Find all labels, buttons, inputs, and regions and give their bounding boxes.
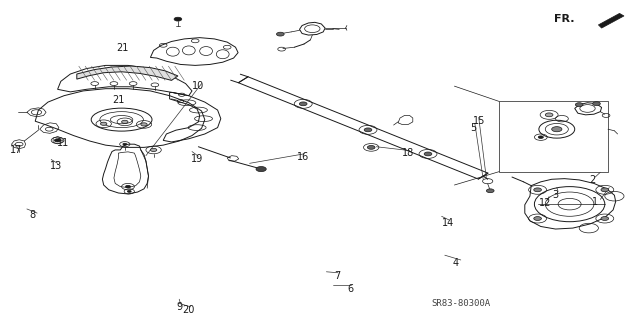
Polygon shape xyxy=(77,66,178,80)
Circle shape xyxy=(100,122,107,125)
Circle shape xyxy=(601,217,609,220)
Circle shape xyxy=(538,136,543,138)
Text: 9: 9 xyxy=(176,302,182,312)
Text: 2: 2 xyxy=(589,175,595,185)
Circle shape xyxy=(256,167,266,172)
Circle shape xyxy=(276,32,284,36)
Text: 15: 15 xyxy=(472,115,485,126)
Circle shape xyxy=(127,190,131,192)
Circle shape xyxy=(364,128,372,132)
Circle shape xyxy=(150,148,157,152)
Circle shape xyxy=(601,188,609,192)
Circle shape xyxy=(486,189,494,193)
Circle shape xyxy=(367,145,375,149)
Text: 5: 5 xyxy=(470,122,477,133)
Circle shape xyxy=(534,188,541,192)
Text: 16: 16 xyxy=(297,152,310,162)
Text: 3: 3 xyxy=(552,189,559,200)
Polygon shape xyxy=(598,13,624,28)
Circle shape xyxy=(300,102,307,106)
Text: 21: 21 xyxy=(116,43,129,53)
Circle shape xyxy=(123,143,127,145)
Text: 13: 13 xyxy=(50,161,63,171)
Text: 12: 12 xyxy=(539,197,552,208)
Text: 19: 19 xyxy=(191,154,204,164)
Text: 18: 18 xyxy=(402,148,415,158)
Text: 1: 1 xyxy=(592,197,598,207)
Circle shape xyxy=(552,127,562,132)
Circle shape xyxy=(174,17,182,21)
Text: FR.: FR. xyxy=(554,14,574,24)
Circle shape xyxy=(575,103,583,107)
Circle shape xyxy=(122,120,128,123)
Text: 10: 10 xyxy=(192,81,205,91)
Text: 8: 8 xyxy=(29,210,35,220)
Circle shape xyxy=(545,113,553,117)
Circle shape xyxy=(424,152,432,156)
Text: 21: 21 xyxy=(112,94,125,105)
Circle shape xyxy=(593,102,600,106)
Circle shape xyxy=(141,123,147,126)
Circle shape xyxy=(54,139,61,142)
Text: 20: 20 xyxy=(182,305,195,315)
Text: SR83-80300A: SR83-80300A xyxy=(431,299,490,308)
Text: 6: 6 xyxy=(348,284,354,294)
Text: 4: 4 xyxy=(452,258,459,268)
Circle shape xyxy=(534,217,541,220)
Text: 17: 17 xyxy=(10,145,22,155)
Text: 11: 11 xyxy=(56,138,69,148)
Circle shape xyxy=(125,185,131,188)
Text: 14: 14 xyxy=(442,218,454,228)
Text: 7: 7 xyxy=(334,271,340,281)
